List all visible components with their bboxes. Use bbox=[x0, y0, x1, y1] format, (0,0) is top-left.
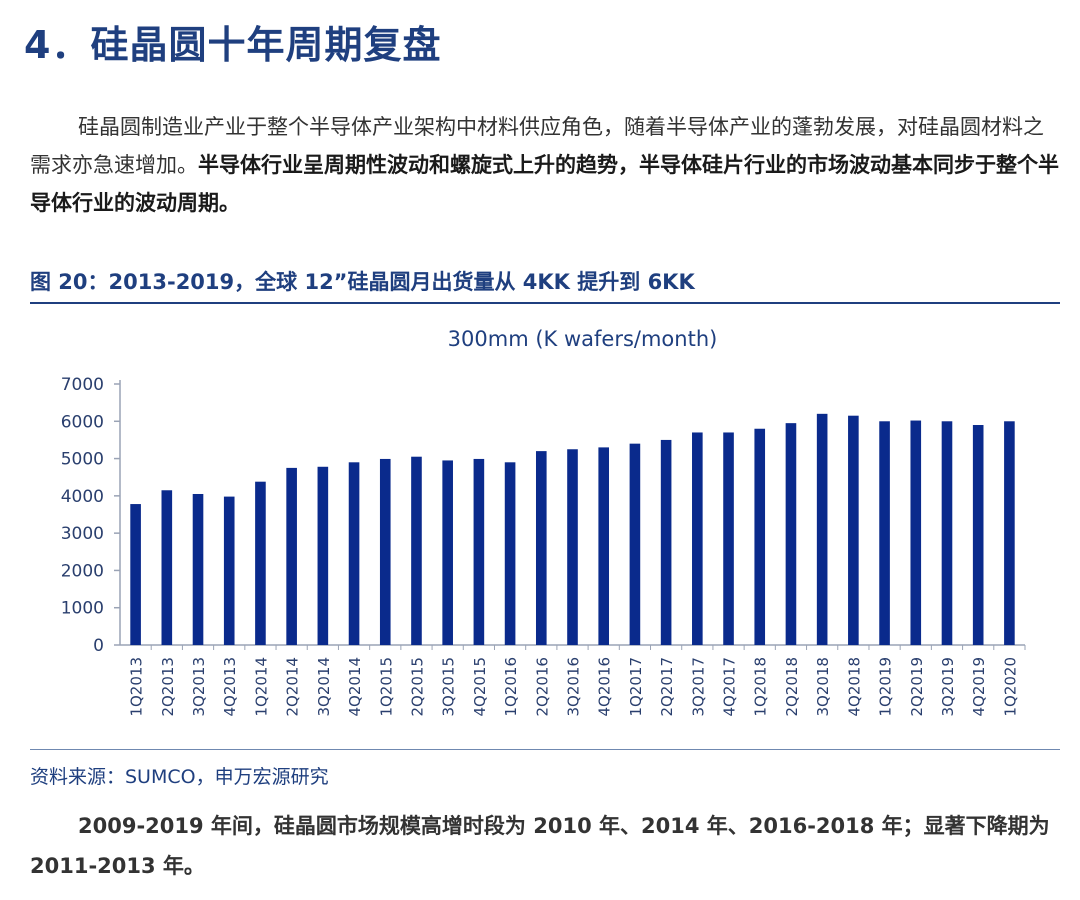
bar bbox=[816, 413, 828, 645]
bar bbox=[754, 428, 766, 645]
conclusion-text: 2009-2019 年间，硅晶圆市场规模高增时段为 2010 年、2014 年、… bbox=[30, 814, 1050, 878]
bar bbox=[629, 443, 641, 645]
x-tick-label: 2Q2016 bbox=[533, 657, 551, 717]
x-tick-label: 2Q2019 bbox=[908, 657, 926, 717]
bar bbox=[255, 481, 266, 645]
bar bbox=[848, 415, 859, 645]
y-tick-label: 1000 bbox=[61, 599, 104, 619]
bar bbox=[192, 493, 204, 645]
chart-title: 300mm (K wafers/month) bbox=[448, 327, 718, 351]
x-tick-label: 3Q2017 bbox=[689, 657, 707, 717]
x-tick-label: 2Q2014 bbox=[284, 657, 302, 717]
intro-paragraph-normal: 硅晶圆制造业产业于整个半导体产业架构中材料供应角色，随着半导体产业的蓬勃发展，对… bbox=[30, 115, 1044, 177]
x-tick-label: 4Q2017 bbox=[721, 657, 739, 717]
y-tick-label: 2000 bbox=[61, 561, 104, 581]
bar bbox=[317, 466, 329, 645]
bar bbox=[1004, 421, 1015, 645]
x-tick-label: 4Q2016 bbox=[596, 657, 614, 717]
x-tick-label: 4Q2015 bbox=[471, 657, 489, 717]
x-tick-label: 1Q2017 bbox=[627, 657, 645, 717]
y-tick-label: 3000 bbox=[61, 524, 104, 544]
x-tick-label: 1Q2020 bbox=[1001, 657, 1019, 717]
y-tick-label: 0 bbox=[93, 636, 104, 656]
bar bbox=[785, 423, 797, 645]
bar bbox=[286, 467, 297, 645]
x-tick-label: 4Q2018 bbox=[845, 657, 863, 717]
bar bbox=[348, 462, 360, 645]
x-tick-label: 4Q2014 bbox=[346, 657, 364, 717]
bar bbox=[130, 504, 141, 645]
figure-title: 图 20：2013-2019，全球 12”硅晶圆月出货量从 4KK 提升到 6K… bbox=[30, 266, 1060, 304]
x-tick-label: 1Q2014 bbox=[252, 657, 270, 717]
x-tick-label: 2Q2018 bbox=[783, 657, 801, 717]
x-tick-label: 3Q2019 bbox=[939, 657, 957, 717]
bar bbox=[535, 451, 547, 645]
chart-container: 300mm (K wafers/month) 0 1000 2000 3000 4000 5… bbox=[30, 310, 1060, 750]
bar bbox=[972, 425, 984, 645]
source-note: 资料来源：SUMCO，申万宏源研究 bbox=[30, 766, 329, 788]
section-heading: 4．硅晶圆十年周期复盘 bbox=[24, 23, 442, 67]
bar bbox=[567, 449, 578, 645]
bar bbox=[723, 432, 734, 645]
bar bbox=[223, 496, 235, 645]
x-tick-label: 2Q2013 bbox=[159, 657, 177, 717]
conclusion-paragraph: 2009-2019 年间，硅晶圆市场规模高增时段为 2010 年、2014 年、… bbox=[30, 806, 1060, 886]
x-tick-label: 1Q2015 bbox=[377, 657, 395, 717]
bar bbox=[941, 421, 953, 645]
x-tick-label: 2Q2015 bbox=[408, 657, 426, 717]
bar bbox=[473, 458, 485, 645]
x-tick-label: 1Q2018 bbox=[752, 657, 770, 717]
intro-paragraph: 硅晶圆制造业产业于整个半导体产业架构中材料供应角色，随着半导体产业的蓬勃发展，对… bbox=[30, 108, 1060, 222]
bar bbox=[411, 456, 422, 645]
bar bbox=[504, 462, 516, 645]
bar bbox=[692, 432, 703, 645]
y-tick-label: 7000 bbox=[61, 375, 104, 395]
x-tick-label: 2Q2017 bbox=[658, 657, 676, 717]
x-tick-label: 1Q2016 bbox=[502, 657, 520, 717]
x-tick-label: 1Q2013 bbox=[128, 657, 146, 717]
bar-chart: 300mm (K wafers/month) 0 1000 2000 3000 4000 5… bbox=[61, 327, 1026, 717]
x-tick-label: 3Q2013 bbox=[190, 657, 208, 717]
bar bbox=[379, 458, 391, 645]
x-tick-label: 4Q2019 bbox=[970, 657, 988, 717]
x-tick-label: 3Q2016 bbox=[565, 657, 583, 717]
bar bbox=[910, 420, 922, 645]
chart-bottom-rule bbox=[30, 749, 1060, 750]
x-tick-label: 3Q2014 bbox=[315, 657, 333, 717]
bar bbox=[879, 421, 890, 645]
x-tick-label: 3Q2018 bbox=[814, 657, 832, 717]
x-tick-label: 1Q2019 bbox=[877, 657, 895, 717]
y-tick-label: 5000 bbox=[61, 450, 104, 470]
x-tick-label: 4Q2013 bbox=[221, 657, 239, 717]
bar bbox=[598, 447, 610, 645]
y-tick-label: 4000 bbox=[61, 487, 104, 507]
bar bbox=[442, 460, 453, 645]
y-tick-label: 6000 bbox=[61, 412, 104, 432]
x-tick-label: 3Q2015 bbox=[440, 657, 458, 717]
bar bbox=[161, 490, 173, 645]
bar bbox=[660, 439, 672, 645]
intro-paragraph-bold: 半导体行业呈周期性波动和螺旋式上升的趋势，半导体硅片行业的市场波动基本同步于整个… bbox=[30, 153, 1059, 215]
